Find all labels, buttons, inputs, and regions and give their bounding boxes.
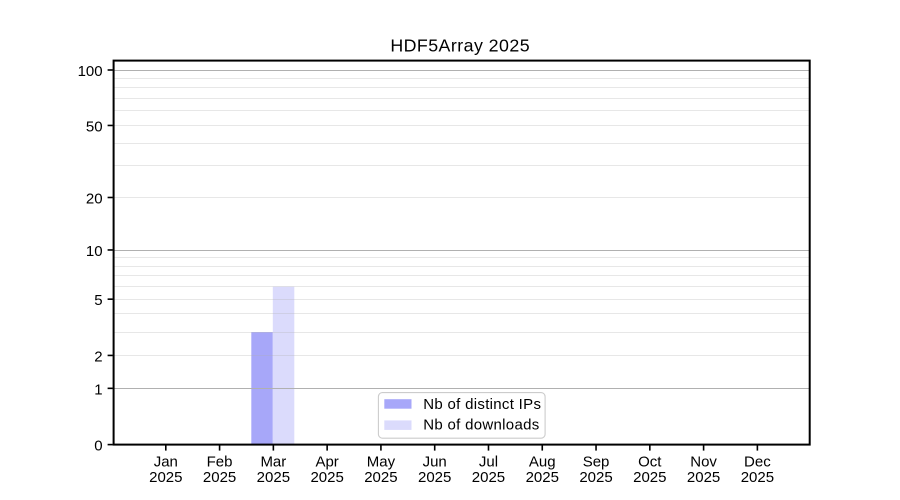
svg-text:2025: 2025 [633,469,666,486]
svg-text:20: 20 [86,190,103,207]
svg-text:Feb: Feb [207,454,233,471]
svg-text:Nb of downloads: Nb of downloads [423,417,539,434]
svg-text:2: 2 [94,348,102,365]
svg-text:Jun: Jun [423,454,447,471]
svg-text:50: 50 [86,118,103,135]
svg-text:10: 10 [86,243,103,260]
svg-text:Oct: Oct [638,454,662,471]
svg-text:2025: 2025 [149,469,182,486]
svg-text:2025: 2025 [526,469,559,486]
svg-text:Nov: Nov [690,454,717,471]
svg-text:2025: 2025 [257,469,290,486]
svg-text:Apr: Apr [315,454,338,471]
svg-text:2025: 2025 [741,469,774,486]
svg-text:2025: 2025 [472,469,505,486]
svg-text:Sep: Sep [583,454,610,471]
svg-text:5: 5 [94,292,102,309]
svg-text:HDF5Array 2025: HDF5Array 2025 [390,36,530,56]
svg-text:Jan: Jan [154,454,178,471]
svg-text:100: 100 [78,63,103,80]
svg-text:Aug: Aug [529,454,556,471]
svg-text:2025: 2025 [203,469,236,486]
svg-text:2025: 2025 [579,469,612,486]
svg-text:2025: 2025 [687,469,720,486]
svg-text:Mar: Mar [260,454,286,471]
svg-text:Nb of distinct IPs: Nb of distinct IPs [423,396,541,413]
svg-text:May: May [367,454,396,471]
svg-text:0: 0 [94,438,102,455]
svg-text:2025: 2025 [310,469,343,486]
svg-text:1: 1 [94,381,102,398]
svg-text:Dec: Dec [744,454,771,471]
svg-text:2025: 2025 [418,469,451,486]
svg-text:2025: 2025 [364,469,397,486]
svg-text:Jul: Jul [479,454,498,471]
